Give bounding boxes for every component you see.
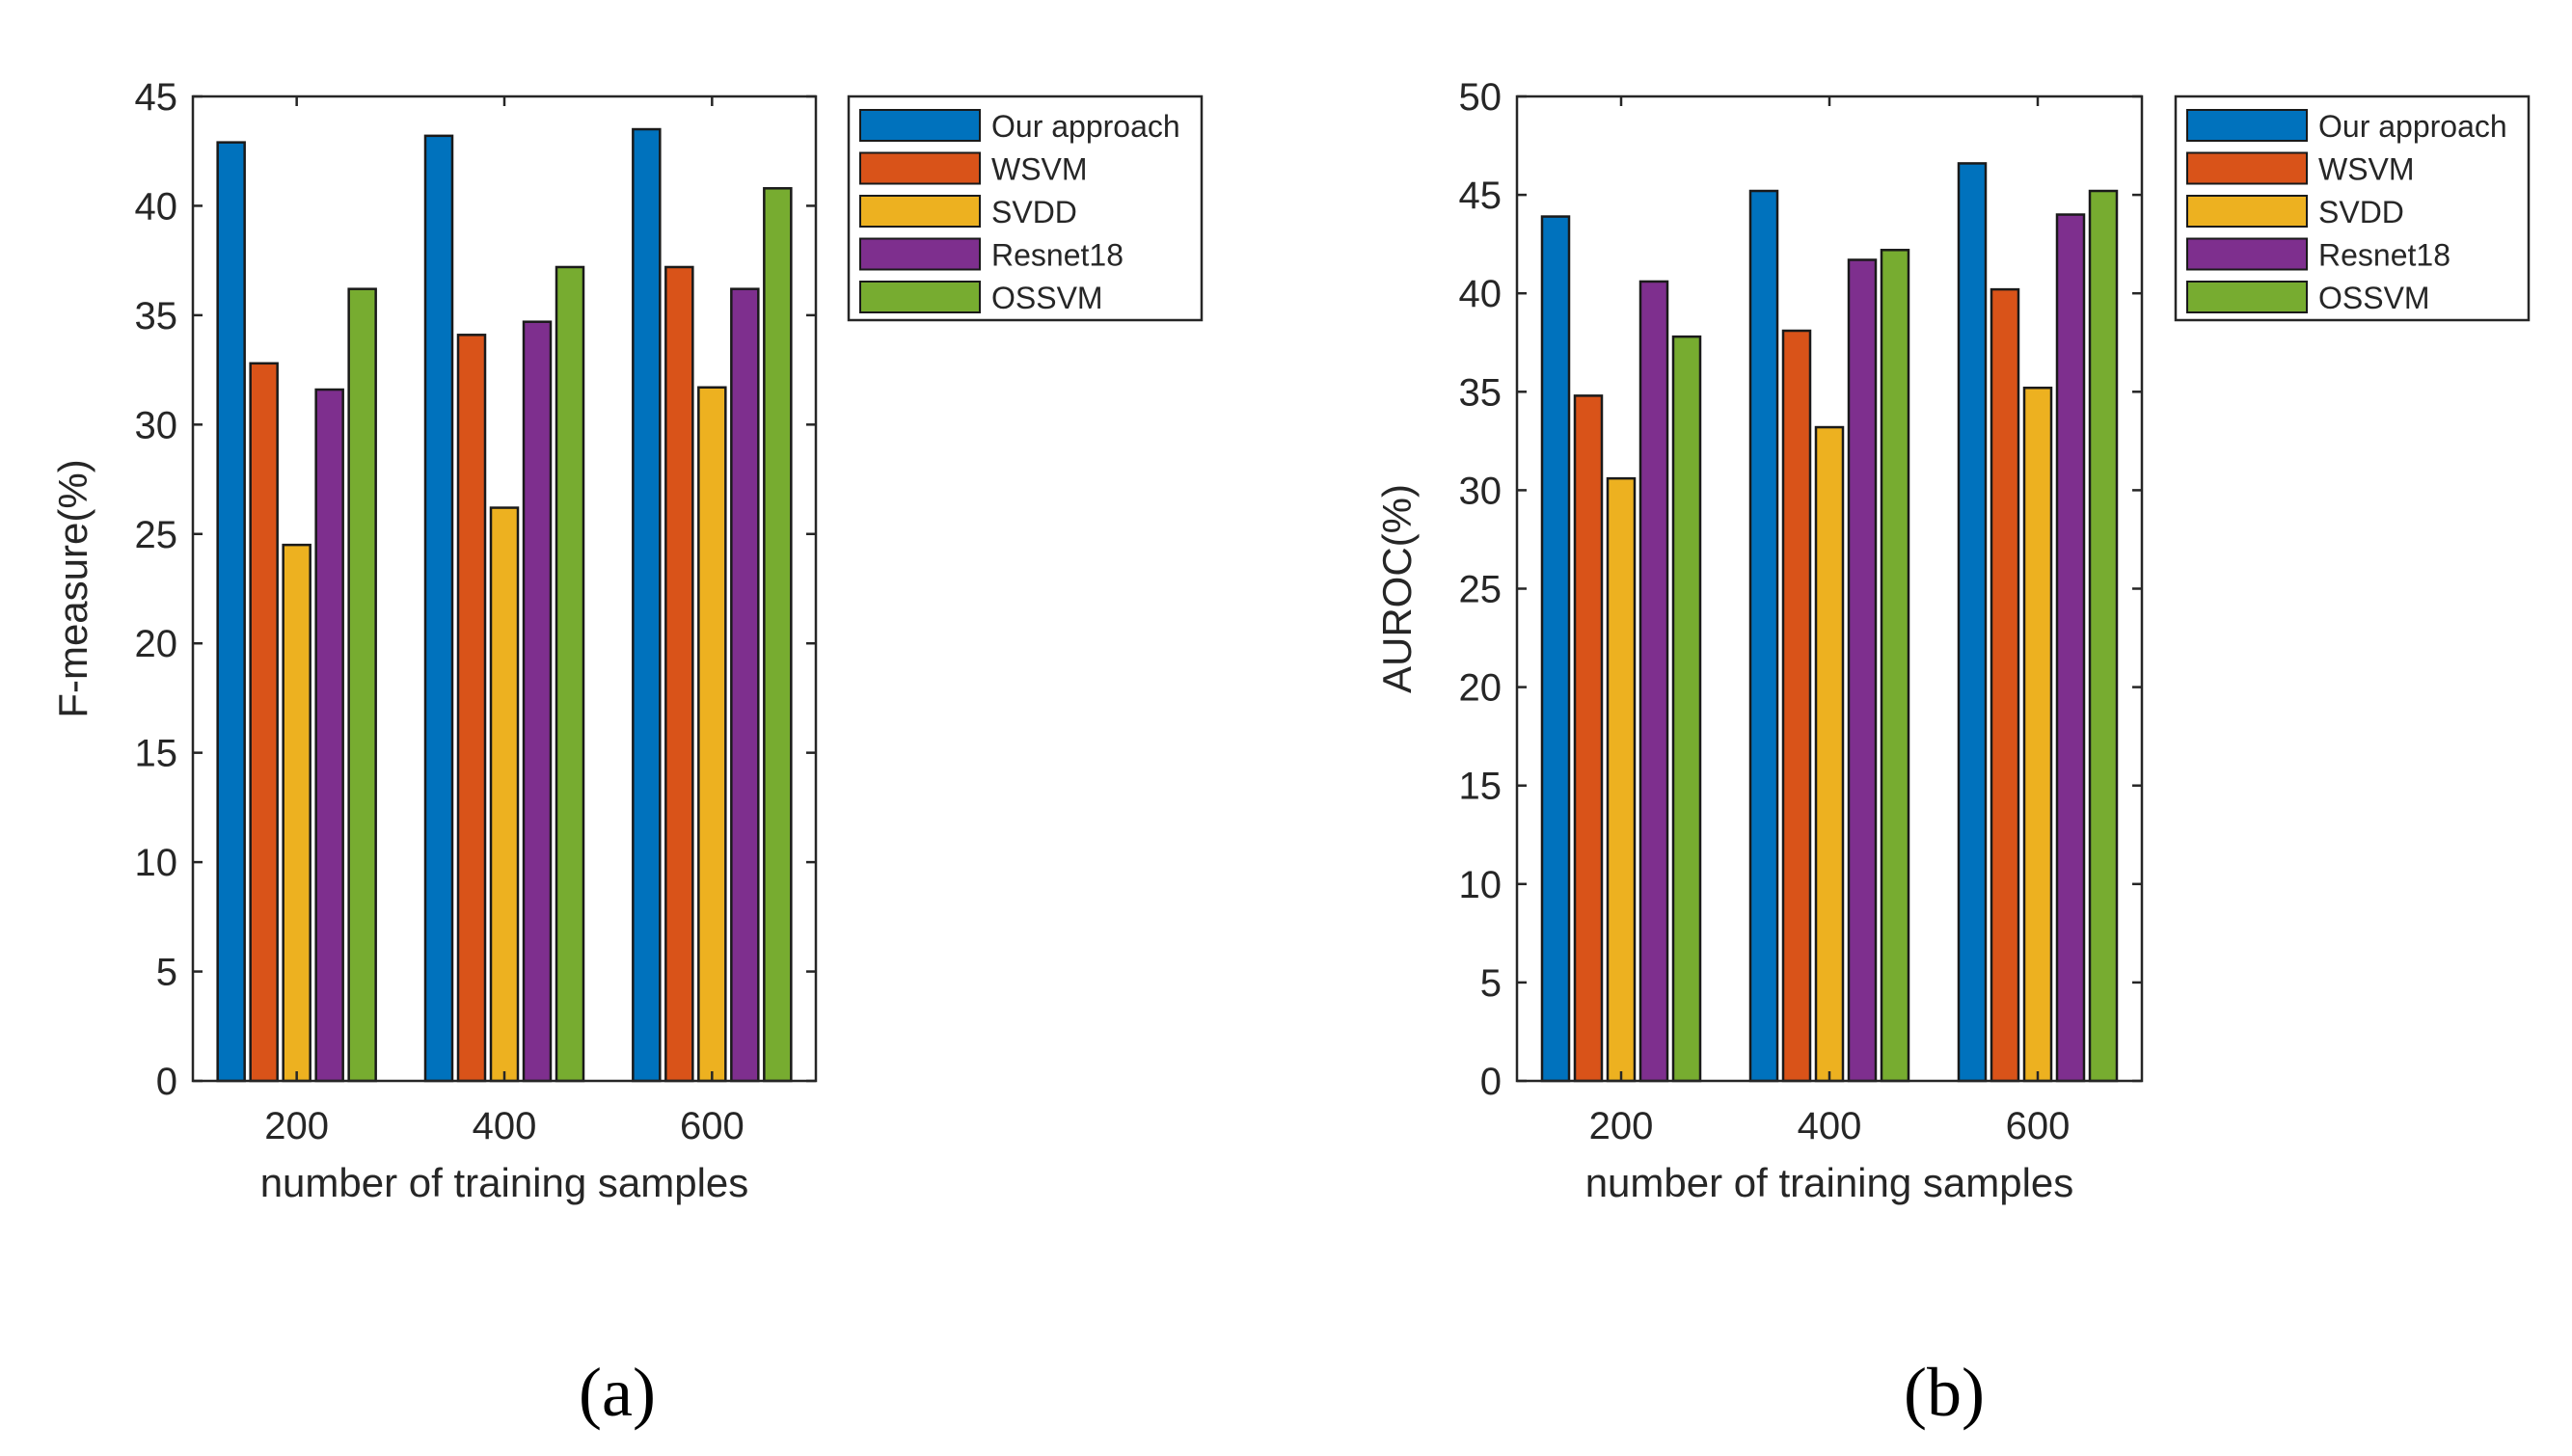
y-tick-label: 10 [135,842,178,884]
legend-label-ossvm: OSSVM [2318,281,2430,315]
bar-wsvm-600 [664,265,694,1083]
bar-resnet18-400 [522,320,553,1083]
panel-label: (a) [579,1354,656,1431]
bar-svdd-200 [1606,476,1637,1083]
x-axis-label: number of training samples [1585,1160,2074,1205]
legend-label-svdd: SVDD [2318,195,2404,229]
y-tick-label: 20 [135,623,178,665]
bar-ossvm-600 [763,187,793,1083]
y-tick-label: 40 [1459,273,1503,315]
x-tick-label: 600 [680,1105,745,1147]
legend-label-wsvm: WSVM [991,152,1088,187]
legend-swatch-wsvm [859,151,981,185]
y-axis-label: AUROC(%) [1374,484,1420,693]
x-tick-label: 400 [473,1105,537,1147]
y-tick-label: 30 [1459,470,1503,512]
y-tick-label: 45 [1459,175,1503,217]
legend-swatch-svdd [2186,195,2308,228]
bar-wsvm-400 [456,334,487,1083]
bar-svdd-400 [1814,425,1845,1083]
bar-our-approach-400 [1748,189,1779,1083]
legend-label-ossvm: OSSVM [991,281,1103,315]
bar-our-approach-600 [1957,162,1988,1083]
y-tick-label: 40 [135,185,178,228]
bar-resnet18-600 [730,287,760,1083]
panel-a-chart: 0 5 10 15 20 25 30 35 40 45 200 400 600 number of tra… [50,76,1204,1431]
bar-resnet18-200 [314,388,344,1083]
x-axis-label: number of training samples [260,1160,749,1205]
y-tick-label: 50 [1459,76,1503,119]
bar-svdd-400 [489,506,520,1083]
x-tick-label: 200 [264,1105,329,1147]
bar-ossvm-400 [555,265,585,1083]
y-tick-label: 30 [135,404,178,446]
y-tick-label: 25 [135,514,178,556]
x-tick-label: 400 [1798,1105,1862,1147]
y-tick-label: 5 [156,952,177,994]
bar-wsvm-400 [1781,329,1812,1083]
y-axis-label: F-measure(%) [50,459,95,717]
bar-svdd-600 [2022,386,2053,1083]
bar-our-approach-200 [216,141,246,1083]
bar-wsvm-600 [1990,287,2020,1083]
x-tick-label: 200 [1589,1105,1654,1147]
bar-ossvm-600 [2088,189,2119,1083]
bar-resnet18-600 [2055,213,2086,1083]
legend-swatch-resnet18 [859,237,981,271]
legend-label-svdd: SVDD [991,195,1077,229]
y-tick-label: 20 [1459,667,1503,710]
y-tick-label: 15 [1459,766,1503,808]
y-tick-label: 10 [1459,864,1503,906]
legend-label-our-approach: Our approach [991,109,1180,144]
legend-label-resnet18: Resnet18 [991,238,1124,273]
x-tick-label: 600 [2006,1105,2071,1147]
y-tick-label: 45 [135,76,178,119]
legend-swatch-ossvm [859,281,981,313]
bar-our-approach-600 [632,127,662,1083]
legend-swatch-our-approach [2186,109,2308,142]
panel-b-chart: 0 5 10 15 20 25 30 35 40 45 50 200 400 600 number of t… [1374,76,2531,1431]
legend-label-wsvm: WSVM [2318,152,2415,187]
bar-our-approach-200 [1540,215,1571,1083]
bar-wsvm-200 [1573,394,1604,1083]
bar-resnet18-400 [1847,258,1878,1083]
bar-resnet18-200 [1638,280,1669,1083]
y-tick-label: 25 [1459,569,1503,611]
legend-swatch-our-approach [859,109,981,142]
y-tick-label: 35 [1459,371,1503,414]
y-tick-label: 35 [135,295,178,337]
legend-swatch-ossvm [2186,281,2308,313]
legend-swatch-wsvm [2186,151,2308,185]
bar-ossvm-400 [1880,249,1910,1083]
panel-label: (b) [1904,1354,1985,1431]
y-tick-label: 0 [1480,1061,1502,1103]
y-tick-label: 0 [156,1061,177,1103]
bar-ossvm-200 [1671,335,1702,1083]
bar-ossvm-200 [347,287,377,1083]
legend-swatch-svdd [859,195,981,228]
bar-svdd-200 [282,543,311,1083]
bar-our-approach-400 [423,134,454,1083]
bar-wsvm-200 [249,362,279,1083]
legend-label-our-approach: Our approach [2318,109,2507,144]
legend-label-resnet18: Resnet18 [2318,238,2450,273]
y-tick-label: 15 [135,733,178,775]
y-tick-label: 5 [1480,962,1502,1005]
legend-swatch-resnet18 [2186,237,2308,271]
bar-svdd-600 [697,386,727,1083]
